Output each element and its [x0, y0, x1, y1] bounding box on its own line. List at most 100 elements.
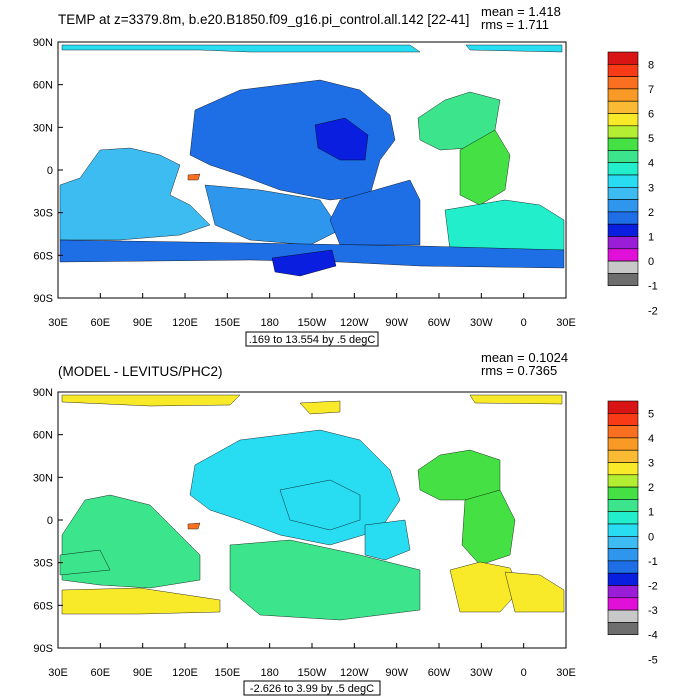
- colorbar-swatch: [607, 51, 639, 65]
- lon-tick-label: 0: [521, 667, 527, 679]
- lon-tick-label: 120E: [172, 317, 198, 329]
- lat-tick-label: 90N: [33, 387, 53, 399]
- colorbar-swatch: [607, 425, 639, 439]
- panel-1-lon-ticks: 30E 60E 90E 120E 150E 180 150W 120W 90W 60W 30W 0 30…: [48, 293, 576, 329]
- lat-tick-label: 30N: [33, 472, 53, 484]
- colorbar-swatch: [607, 88, 639, 102]
- colorbar-label: -1: [648, 556, 658, 568]
- colorbar-swatch: [607, 137, 639, 151]
- lat-tick-label: 30S: [33, 208, 53, 220]
- colorbar-swatch: [607, 113, 639, 127]
- colorbar-swatch: [607, 474, 639, 488]
- colorbar-swatch: [607, 248, 639, 262]
- panel-1-lat-ticks: 90N 60N 30N 0 30S 60S 90S: [33, 37, 63, 305]
- lon-tick-label: 30E: [556, 317, 576, 329]
- lat-tick-label: 30N: [33, 122, 53, 134]
- colorbar-label: 0: [648, 256, 654, 268]
- p2-pacific-core: [279, 479, 361, 531]
- colorbar-swatch: [607, 609, 639, 623]
- lat-tick-label: 0: [47, 515, 53, 527]
- panel-2-colorbar: 5 4 3 2 1 0 -1 -2 -3 -4 -5: [607, 400, 658, 666]
- panel-1-range-note: .169 to 13.554 by .5 degC: [249, 334, 376, 346]
- colorbar-swatch: [607, 76, 639, 90]
- p1-pacific-west: [204, 184, 341, 246]
- colorbar-swatch: [607, 260, 639, 274]
- colorbar-swatch: [607, 64, 639, 77]
- colorbar-swatch: [607, 100, 639, 114]
- colorbar-swatch: [607, 412, 639, 426]
- panel-2-rms: rms = 0.7365: [481, 363, 557, 378]
- lon-tick-label: 60W: [428, 317, 451, 329]
- colorbar-swatch: [607, 462, 639, 476]
- panel-2-title: (MODEL - LEVITUS/PHC2): [58, 364, 223, 379]
- panel-1: TEMP at z=3379.8m, b.e20.B1850.f09_g16.p…: [33, 4, 658, 347]
- p2-indian-south: [61, 587, 221, 615]
- panel-2-lon-ticks: 30E 60E 90E 120E 150E 180 150W 120W 90W 60W 30W 0 30…: [48, 643, 576, 679]
- lon-tick-label: 90E: [133, 317, 153, 329]
- colorbar-swatch: [607, 535, 639, 549]
- colorbar-swatch: [607, 400, 639, 414]
- lon-tick-label: 60E: [91, 317, 111, 329]
- p2-atlantic-mid: [461, 489, 516, 566]
- colorbar-label: 0: [648, 531, 654, 543]
- colorbar-label: -3: [648, 605, 658, 617]
- colorbar-label: 5: [648, 133, 654, 145]
- colorbar-label: 4: [648, 433, 654, 445]
- lon-tick-label: 150E: [214, 317, 240, 329]
- colorbar-swatch: [607, 585, 639, 599]
- colorbar-swatch: [607, 548, 639, 562]
- lat-tick-label: 60N: [33, 80, 53, 92]
- colorbar-label: -2: [648, 581, 658, 593]
- p1-pacific-core: [314, 117, 369, 161]
- colorbar-swatch: [607, 211, 639, 225]
- colorbar-swatch: [607, 560, 639, 574]
- lat-tick-label: 90S: [33, 643, 53, 655]
- p2-arctic: [61, 394, 241, 407]
- colorbar-swatch: [607, 174, 639, 188]
- lon-tick-label: 30E: [48, 317, 68, 329]
- lon-tick-label: 150E: [214, 667, 240, 679]
- colorbar-swatch: [607, 499, 639, 512]
- p2-pacific-south: [229, 539, 421, 621]
- colorbar-swatch: [607, 572, 639, 586]
- p1-ross: [271, 249, 337, 277]
- lon-tick-label: 90E: [133, 667, 153, 679]
- panel-2-range-note: -2.626 to 3.99 by .5 degC: [250, 683, 374, 695]
- colorbar-swatch: [607, 187, 639, 200]
- colorbar-swatch: [607, 511, 639, 525]
- p2-arctic-mid: [299, 400, 341, 415]
- colorbar-label: 1: [648, 507, 654, 519]
- colorbar-label: -4: [648, 630, 658, 642]
- panel-1-map: [57, 41, 567, 299]
- lat-tick-label: 90S: [33, 293, 53, 305]
- colorbar-label: -5: [648, 654, 658, 666]
- lon-tick-label: 120E: [172, 667, 198, 679]
- panel-2-range-box: [243, 680, 381, 696]
- colorbar-swatch: [607, 125, 639, 139]
- panel-1-range-box: [245, 331, 379, 347]
- colorbar-swatch: [607, 486, 639, 500]
- p1-arctic-east: [465, 44, 563, 53]
- p1-arctic: [61, 44, 421, 53]
- colorbar-label: 8: [648, 59, 654, 71]
- lat-tick-label: 60S: [33, 250, 53, 262]
- colorbar-swatch: [607, 622, 639, 636]
- colorbar-label: 3: [648, 182, 654, 194]
- panel-2-mean: mean = 0.1024: [481, 350, 568, 365]
- lon-tick-label: 180: [260, 317, 278, 329]
- colorbar-label: 7: [648, 84, 654, 96]
- lat-tick-label: 60N: [33, 430, 53, 442]
- lon-tick-label: 30W: [470, 667, 493, 679]
- panel-2-lat-ticks: 90N 60N 30N 0 30S 60S 90S: [33, 387, 63, 655]
- p1-atlantic-mid: [459, 129, 511, 206]
- lon-tick-label: 150W: [298, 667, 327, 679]
- lon-tick-label: 30W: [470, 317, 493, 329]
- p2-arctic-east: [469, 394, 563, 405]
- p1-pacific-south: [329, 179, 421, 246]
- lat-tick-label: 90N: [33, 37, 53, 49]
- lon-tick-label: 60E: [91, 667, 111, 679]
- lat-tick-label: 0: [47, 165, 53, 177]
- colorbar-label: 2: [648, 207, 654, 219]
- lon-tick-label: 90W: [385, 317, 408, 329]
